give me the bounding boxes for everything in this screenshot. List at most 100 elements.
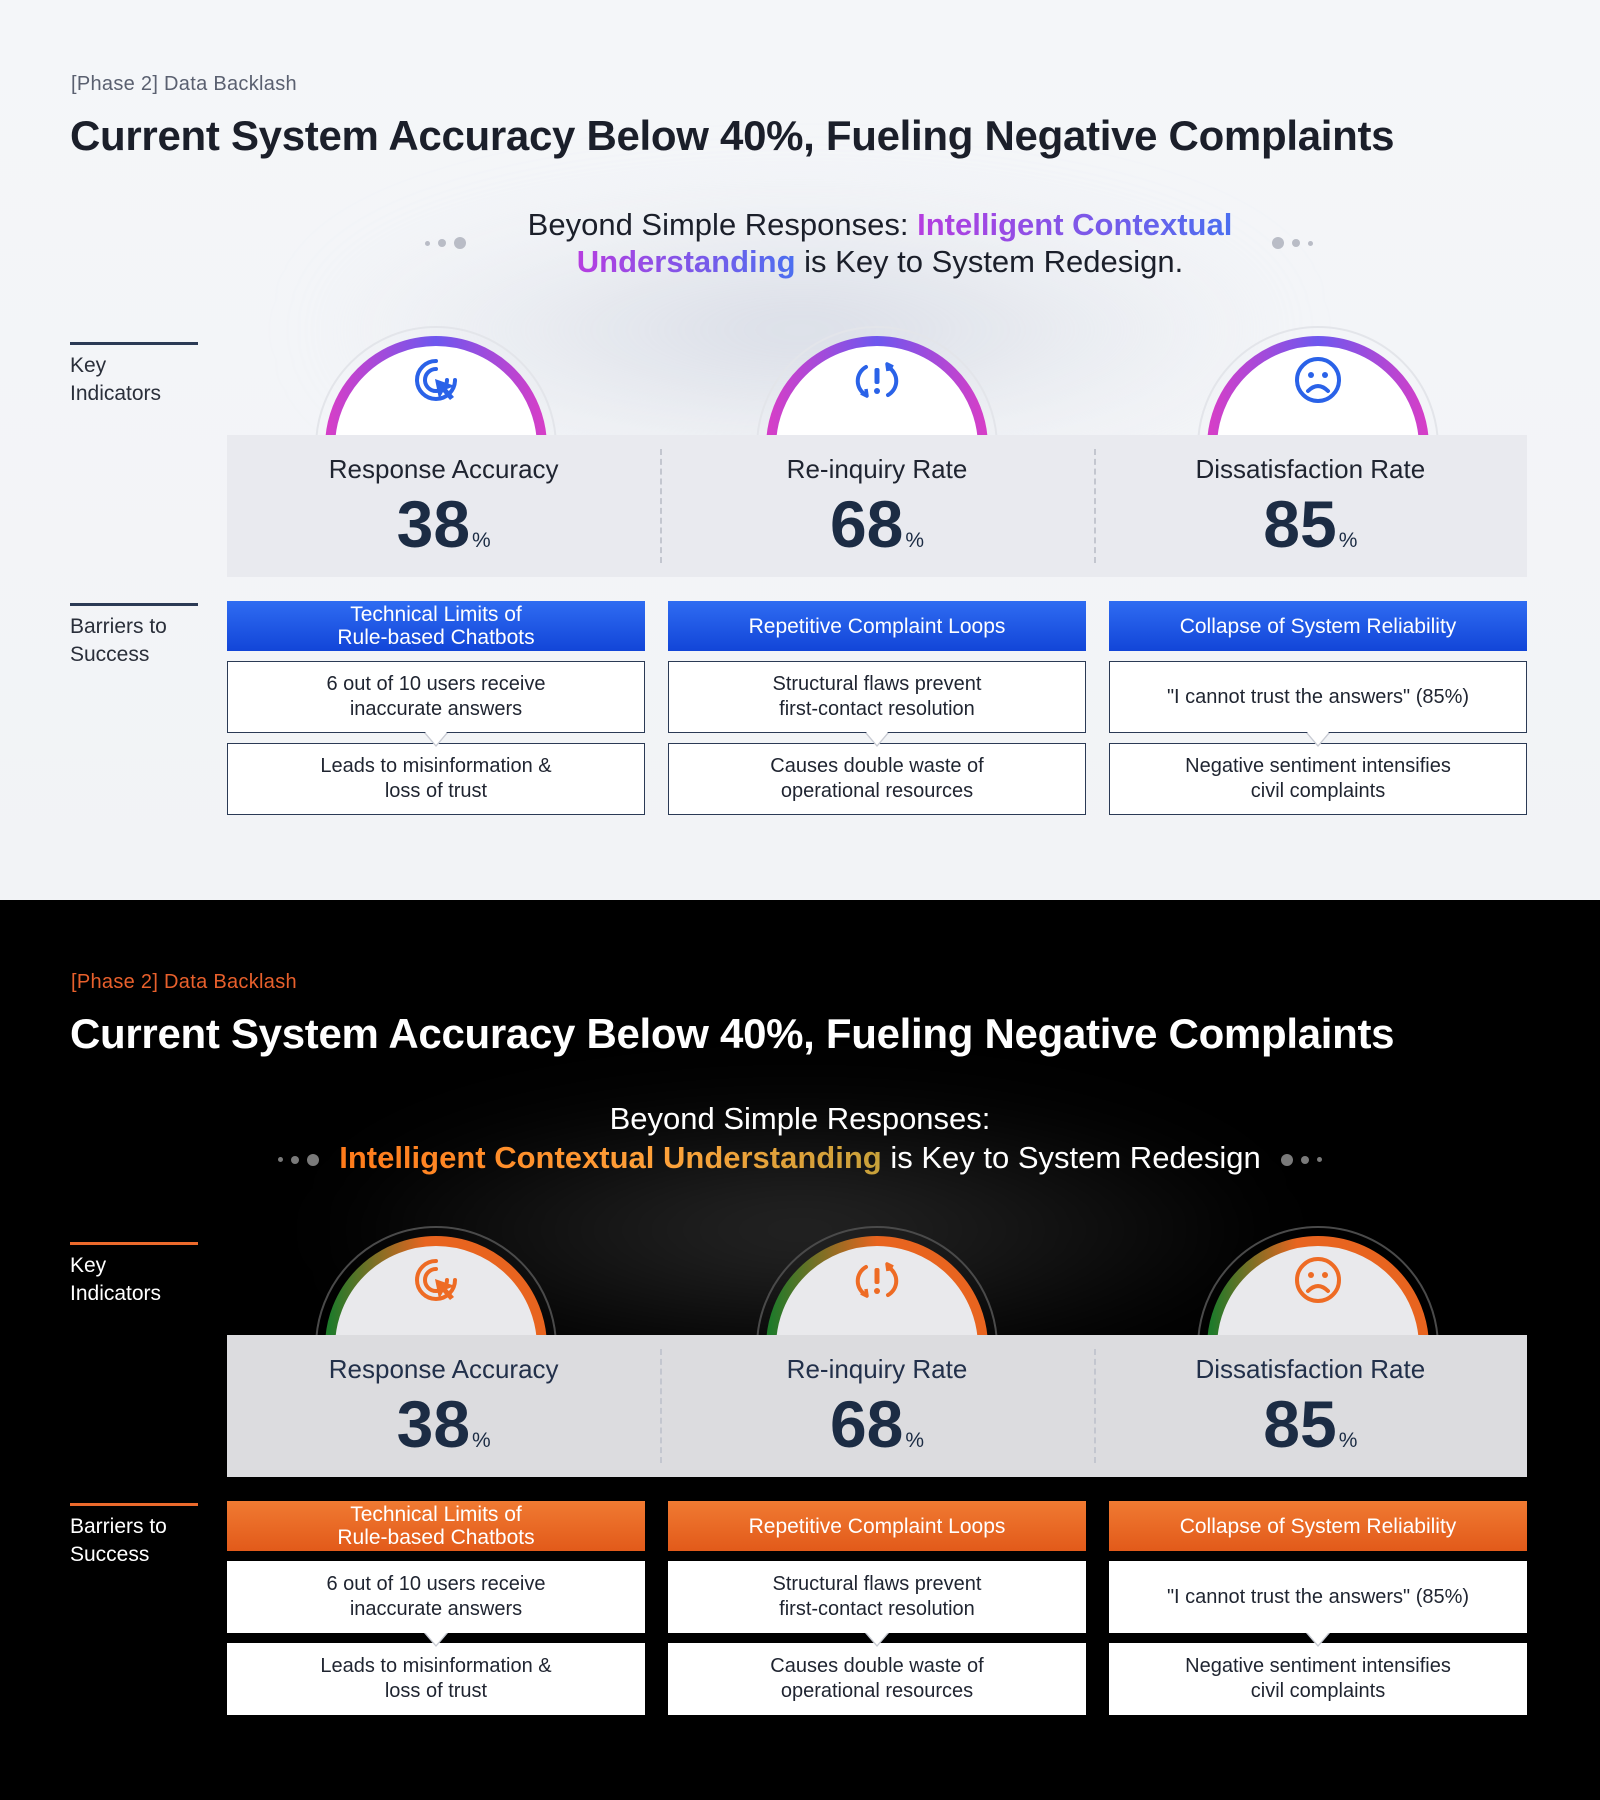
barrier-effect-line: Causes double waste of (770, 1655, 984, 1677)
barrier-effect: Negative sentiment intensifies civil comp… (1109, 743, 1527, 815)
metric-unit: % (905, 529, 925, 552)
metric-unit: % (1338, 529, 1358, 552)
metric-label: Dissatisfaction Rate (1195, 1354, 1426, 1384)
barrier-header-line: Technical Limits of (350, 1503, 522, 1526)
metric-label: Response Accuracy (328, 1354, 559, 1384)
metric-unit: % (472, 1429, 491, 1452)
cursor-click-icon (415, 359, 457, 401)
tagline-suffix: is Key to System Redesign (890, 1140, 1261, 1175)
metric-unit: % (472, 529, 491, 552)
metrics-band: Response Accuracy 38% Re-inquiry Rate 68… (227, 1335, 1527, 1477)
section-label-indicators: Key Indicators (70, 1242, 198, 1308)
barrier-cause: "I cannot trust the answers" (85%) (1109, 1561, 1527, 1647)
phase-label: [Phase 2] Data Backlash (71, 971, 297, 993)
tagline-highlight-a: Intelligent Contextual Understanding (339, 1140, 882, 1175)
barrier-header: Repetitive Complaint Loops (668, 1501, 1086, 1551)
tagline-prefix: Beyond Simple Responses: (527, 207, 909, 242)
metric-value: 85% (1094, 491, 1527, 574)
barrier-cause-line: 6 out of 10 users receive (326, 1573, 546, 1595)
sad-face-icon (1295, 357, 1341, 403)
metric-number: 38 (396, 487, 471, 561)
barrier-header-line: Collapse of System Reliability (1179, 1514, 1457, 1538)
metric-dissatisfaction-rate: Dissatisfaction Rate 85% (1093, 435, 1527, 577)
tagline-highlight-b: Understanding (576, 244, 796, 279)
section-label-indicators: Key Indicators (70, 342, 198, 408)
barrier-cause-line: first-contact resolution (779, 1598, 975, 1620)
metric-re-inquiry-rate: Re-inquiry Rate 68% (660, 435, 1093, 577)
arrow-down-icon (1307, 732, 1329, 745)
barrier-cause-line: "I cannot trust the answers" (85%) (1166, 1585, 1470, 1608)
metric-number: 68 (829, 487, 904, 561)
metric-number: 38 (396, 1387, 471, 1461)
metric-value: 68% (660, 1391, 1093, 1474)
decor-dots-left (277, 1153, 319, 1166)
arrow-down-icon (866, 1632, 888, 1645)
metric-unit: % (905, 1429, 925, 1452)
barrier-header-line: Repetitive Complaint Loops (748, 1514, 1006, 1538)
metric-re-inquiry-rate: Re-inquiry Rate 68% (660, 1335, 1093, 1477)
barrier-cause: 6 out of 10 users receive inaccurate answ… (227, 661, 645, 747)
metric-label: Response Accuracy (328, 454, 559, 484)
barrier-column-reliability: Collapse of System Reliability "I cannot… (1109, 1501, 1527, 1715)
barrier-cause-line: inaccurate answers (349, 698, 523, 720)
cursor-click-icon (415, 1259, 457, 1301)
metric-dissatisfaction-rate: Dissatisfaction Rate 85% (1093, 1335, 1527, 1477)
tagline-prefix: Beyond Simple Responses: (609, 1101, 991, 1136)
metric-response-accuracy: Response Accuracy 38% (227, 435, 660, 577)
section-label-barriers: Barriers to Success (70, 1503, 198, 1569)
tagline-suffix: is Key to System Redesign. (804, 244, 1184, 279)
barrier-effect-line: Leads to misinformation & (320, 1655, 552, 1677)
barrier-header-line: Technical Limits of (350, 603, 522, 626)
arrow-down-icon (425, 1632, 447, 1645)
barrier-effect-line: loss of trust (384, 780, 488, 802)
barrier-header: Repetitive Complaint Loops (668, 601, 1086, 651)
slide-title: Current System Accuracy Below 40%, Fueli… (70, 1010, 1395, 1057)
barrier-column-complaint-loops: Repetitive Complaint Loops Structural fl… (668, 1501, 1086, 1715)
tagline: Beyond Simple Responses: Intelligent Con… (400, 206, 1360, 280)
barrier-cause-line: "I cannot trust the answers" (85%) (1166, 685, 1470, 708)
barrier-effect: Leads to misinformation & loss of trust (227, 743, 645, 815)
sad-face-icon (1295, 1257, 1341, 1303)
barrier-column-complaint-loops: Repetitive Complaint Loops Structural fl… (668, 601, 1086, 815)
barrier-column-rule-based: Technical Limits of Rule-based Chatbots 6… (227, 601, 645, 815)
metric-number: 68 (829, 1387, 904, 1461)
barrier-header-line: Rule-based Chatbots (337, 626, 535, 649)
section-label-barriers: Barriers to Success (70, 603, 198, 669)
gauge-re-inquiry-rate (751, 1217, 1003, 1337)
gauge-response-accuracy (310, 1217, 562, 1337)
barrier-column-rule-based: Technical Limits of Rule-based Chatbots 6… (227, 1501, 645, 1715)
barrier-effect-line: Leads to misinformation & (320, 755, 552, 777)
barrier-effect-line: operational resources (780, 1680, 974, 1702)
barrier-effect: Leads to misinformation & loss of trust (227, 1643, 645, 1715)
barrier-effect-line: civil complaints (1250, 1680, 1386, 1702)
gauge-dissatisfaction-rate (1192, 317, 1444, 437)
slide-dark: [Phase 2] Data Backlash Current System A… (0, 900, 1600, 1800)
barrier-header-line: Repetitive Complaint Loops (748, 614, 1006, 638)
metric-value: 85% (1094, 1391, 1527, 1474)
barrier-cause: 6 out of 10 users receive inaccurate answ… (227, 1561, 645, 1647)
barrier-cause-line: Structural flaws prevent (772, 673, 982, 695)
metric-number: 85 (1263, 1387, 1337, 1461)
slide-light: [Phase 2] Data Backlash Current System A… (0, 0, 1600, 900)
metrics-band: Response Accuracy 38% Re-inquiry Rate 68… (227, 435, 1527, 577)
barrier-effect-line: Negative sentiment intensifies (1185, 1655, 1451, 1677)
arrow-down-icon (1307, 1632, 1329, 1645)
metric-value: 38% (227, 1391, 660, 1474)
tagline: Beyond Simple Responses: Intelligent Con… (230, 1100, 1370, 1176)
metric-response-accuracy: Response Accuracy 38% (227, 1335, 660, 1477)
barrier-effect: Causes double waste of operational resour… (668, 743, 1086, 815)
barrier-cause-line: Structural flaws prevent (772, 1573, 982, 1595)
barrier-effect-line: Negative sentiment intensifies (1185, 755, 1451, 777)
metric-value: 68% (660, 491, 1093, 574)
barrier-effect-line: civil complaints (1250, 780, 1386, 802)
metric-number: 85 (1263, 487, 1337, 561)
gauge-re-inquiry-rate (751, 317, 1003, 437)
barrier-effect-line: loss of trust (384, 1680, 488, 1702)
barrier-effect: Causes double waste of operational resour… (668, 1643, 1086, 1715)
barrier-header-line: Collapse of System Reliability (1179, 614, 1457, 638)
barrier-cause-line: 6 out of 10 users receive (326, 673, 546, 695)
barrier-cause-line: inaccurate answers (349, 1598, 523, 1620)
metric-label: Re-inquiry Rate (786, 1354, 968, 1384)
metric-label: Dissatisfaction Rate (1195, 454, 1426, 484)
barrier-header-line: Rule-based Chatbots (337, 1526, 535, 1549)
